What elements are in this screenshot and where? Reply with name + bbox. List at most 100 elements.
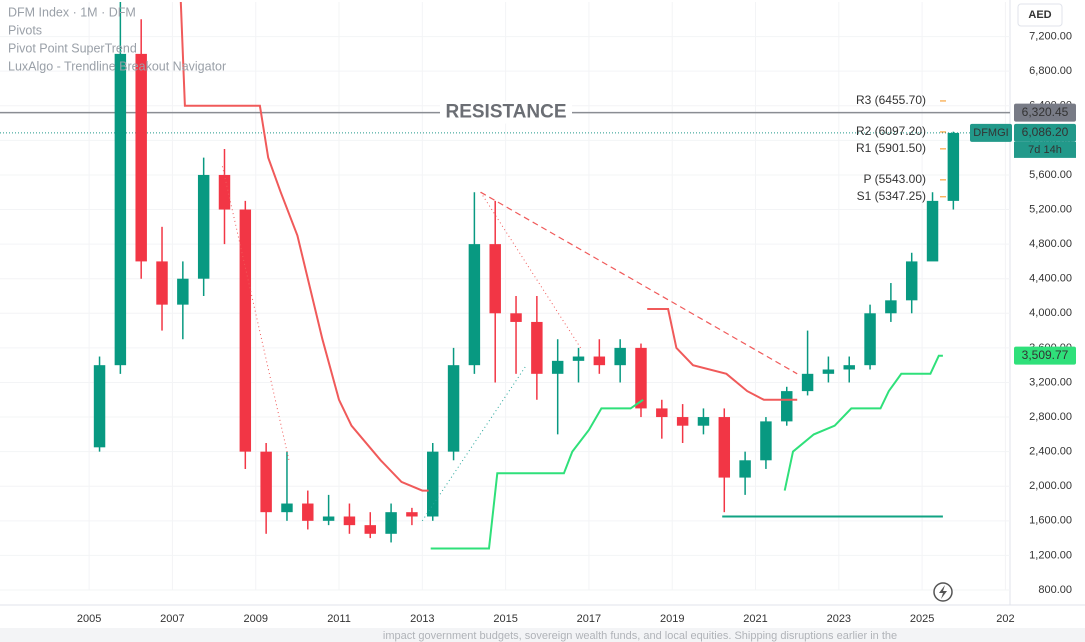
candle-body [135, 53, 147, 262]
indicator-line [480, 191, 582, 349]
y-tick-label: 4,400.00 [1029, 273, 1072, 285]
countdown-bg [1014, 141, 1076, 158]
candle-body [468, 244, 481, 366]
candle-body [718, 417, 731, 478]
candle-body [614, 347, 626, 366]
y-tick-label: 4,800.00 [1029, 238, 1072, 250]
lightning [939, 585, 947, 599]
candle-body [739, 460, 751, 478]
x-tick-label: 2023 [827, 613, 851, 625]
x-tick-label: 2019 [660, 613, 684, 625]
candle-body [427, 451, 439, 517]
candle-body [781, 391, 793, 422]
candle-body [260, 451, 272, 513]
y-tick-label: 2,800.00 [1029, 411, 1072, 423]
x-tick-label: 2017 [577, 613, 601, 625]
symbol-tag [970, 123, 1012, 142]
y-tick-label: 2,400.00 [1029, 446, 1072, 458]
footer-band [0, 628, 1085, 642]
price-tag [1014, 103, 1076, 122]
pivot-label: S1 (5347.25) [857, 189, 926, 203]
resistance-label: RESISTANCE [445, 102, 566, 123]
y-tick-label: 2,000.00 [1029, 480, 1072, 492]
indicator: Pivots [8, 23, 42, 37]
candle-body [177, 278, 189, 305]
y-tick-label: 800.00 [1038, 584, 1072, 596]
candle-body [822, 369, 835, 374]
candle-body [676, 417, 689, 426]
indicator-line [430, 354, 943, 550]
candle-body [364, 525, 376, 534]
pivot-label: P (5543.00) [864, 172, 927, 186]
price-tag-label: 6,320.45 [1022, 105, 1069, 119]
x-tick-label: 2005 [77, 613, 101, 625]
indicator-line [480, 191, 798, 375]
candle-body [635, 347, 647, 409]
indicator-line [179, 1, 798, 492]
indicator: Pivot Point SuperTrend [8, 41, 137, 55]
chart-title: DFM Index · 1M · DFM [8, 5, 136, 19]
y-tick-label: 5,200.00 [1029, 203, 1072, 215]
x-tick-label: 2021 [743, 613, 767, 625]
candle-body [302, 503, 314, 521]
candle-body [572, 356, 585, 361]
y-tick-label: 6,800.00 [1029, 65, 1072, 77]
y-tick-label: 5,600.00 [1029, 169, 1072, 181]
y-tick-label: 1,200.00 [1029, 549, 1072, 561]
candle-body [447, 365, 460, 452]
candle-body [489, 244, 501, 314]
footer-text: impact government budgets, sovereign wea… [383, 630, 897, 642]
candle-body [947, 132, 960, 201]
candle-body [114, 53, 127, 366]
indicator: LuxAlgo - Trendline Breakout Navigator [8, 59, 226, 73]
x-tick-label: 202 [996, 613, 1014, 625]
currency[interactable]: AED [1028, 9, 1051, 21]
price-tag [1014, 123, 1076, 142]
pivot-label: R3 (6455.70) [856, 93, 926, 107]
candle-body [593, 356, 606, 366]
candle-body [281, 503, 293, 513]
y-tick-label: 7,200.00 [1029, 30, 1072, 42]
candle-body [697, 417, 710, 426]
candle-body [926, 200, 939, 262]
candle-body [93, 365, 106, 448]
y-tick-label: 1,600.00 [1029, 515, 1072, 527]
candle-body [385, 512, 397, 534]
pivot-label: R2 (6097.20) [856, 124, 926, 138]
pivot-label: R1 (5901.50) [856, 141, 926, 155]
candle-body [343, 516, 356, 526]
y-tick-label: 4,000.00 [1029, 307, 1072, 319]
x-tick-label: 2025 [910, 613, 934, 625]
x-tick-label: 2007 [160, 613, 184, 625]
price-tag-label: 6,086.20 [1022, 125, 1069, 139]
candle-body [156, 261, 168, 305]
candle-body [239, 209, 252, 452]
candle-body [760, 421, 772, 461]
currency-box[interactable] [1017, 3, 1063, 27]
candle-body [510, 313, 522, 322]
y-tick-label: 3,200.00 [1029, 376, 1072, 388]
candle-body [885, 300, 897, 314]
resistance-label-bg [440, 101, 572, 124]
x-tick-label: 2013 [410, 613, 434, 625]
symbol-tag-label: DFMGI [973, 127, 1008, 139]
x-tick-label: 2009 [243, 613, 267, 625]
price-tag-label: 3,509.77 [1022, 348, 1069, 362]
price-tag [1014, 346, 1076, 365]
indicator-line [421, 364, 527, 522]
candle-body [406, 512, 418, 517]
countdown: 7d 14h [1028, 144, 1062, 156]
candle-body [197, 174, 210, 279]
candle-body [531, 321, 543, 374]
x-tick-label: 2011 [327, 613, 351, 625]
x-tick-label: 2015 [493, 613, 517, 625]
candle-body [322, 516, 335, 521]
candle-body [801, 373, 814, 392]
candle-body [905, 261, 918, 301]
candle-body [656, 408, 668, 418]
candle-body [843, 365, 855, 370]
candle-body [551, 360, 564, 374]
candle-body [218, 174, 231, 210]
candle-body [864, 313, 876, 366]
